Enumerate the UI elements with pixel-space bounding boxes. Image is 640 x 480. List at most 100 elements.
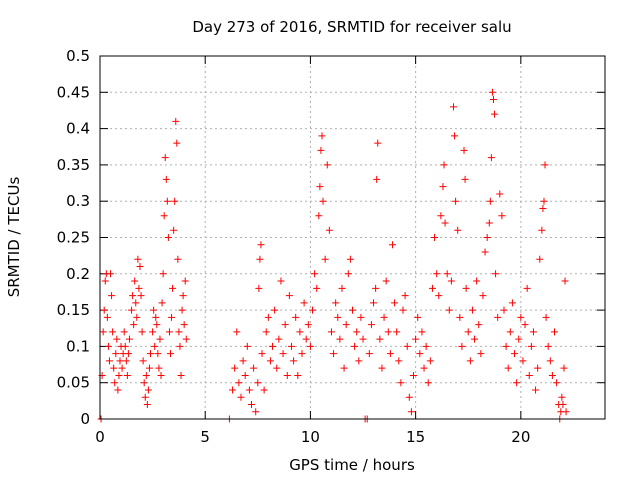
data-point bbox=[287, 342, 295, 350]
data-point bbox=[468, 306, 476, 314]
data-point bbox=[296, 328, 304, 336]
data-point bbox=[532, 386, 540, 394]
data-point bbox=[450, 103, 457, 111]
data-points bbox=[97, 88, 570, 423]
data-point bbox=[479, 292, 487, 300]
data-point bbox=[120, 328, 128, 336]
data-point bbox=[269, 342, 277, 350]
data-point bbox=[139, 357, 147, 365]
data-point bbox=[262, 328, 270, 336]
data-point bbox=[435, 292, 443, 300]
data-point bbox=[150, 306, 158, 314]
data-point bbox=[384, 328, 392, 336]
data-point bbox=[118, 364, 126, 372]
data-point bbox=[508, 299, 516, 307]
data-point bbox=[306, 342, 314, 350]
data-point bbox=[325, 226, 333, 234]
data-point bbox=[260, 386, 268, 394]
data-point bbox=[157, 371, 165, 379]
data-point bbox=[502, 342, 510, 350]
data-point bbox=[160, 212, 168, 220]
data-point bbox=[121, 342, 129, 350]
data-point bbox=[517, 313, 525, 321]
data-point bbox=[179, 292, 187, 300]
data-point bbox=[290, 357, 298, 365]
x-tick-label: 15 bbox=[406, 428, 425, 446]
data-point bbox=[177, 371, 185, 379]
data-point bbox=[175, 328, 183, 336]
tick-labels: 0 0.05 0.1 0.15 0.2 0.25 0.3 0.35 0.4 0.45 0.5 0 5 10… bbox=[57, 47, 531, 446]
data-point bbox=[161, 154, 169, 162]
data-point bbox=[156, 335, 164, 343]
data-point bbox=[100, 306, 108, 314]
data-point bbox=[252, 408, 260, 416]
data-point bbox=[443, 270, 451, 278]
data-point bbox=[447, 277, 455, 285]
data-point bbox=[285, 292, 293, 300]
data-point bbox=[319, 197, 327, 205]
data-point bbox=[254, 379, 262, 387]
data-point bbox=[311, 270, 319, 278]
data-point bbox=[168, 313, 176, 321]
y-tick-label: 0.1 bbox=[66, 337, 90, 355]
data-point bbox=[316, 183, 324, 191]
data-point bbox=[382, 277, 390, 285]
data-point bbox=[250, 364, 258, 372]
data-point bbox=[539, 204, 547, 212]
data-point bbox=[123, 371, 131, 379]
data-point bbox=[145, 364, 153, 372]
data-point bbox=[541, 161, 549, 169]
y-tick-label: 0.45 bbox=[57, 83, 90, 101]
data-point bbox=[357, 313, 365, 321]
data-point bbox=[428, 284, 436, 292]
data-point bbox=[116, 357, 124, 365]
data-point bbox=[456, 313, 464, 321]
data-point bbox=[125, 335, 133, 343]
data-point bbox=[546, 357, 554, 365]
data-point bbox=[131, 277, 139, 285]
data-point bbox=[182, 335, 190, 343]
data-point bbox=[122, 357, 130, 365]
data-point bbox=[414, 313, 422, 321]
data-point bbox=[313, 284, 321, 292]
data-point bbox=[158, 299, 166, 307]
data-point bbox=[108, 292, 116, 300]
data-point bbox=[153, 321, 161, 329]
data-point bbox=[340, 364, 348, 372]
data-point bbox=[165, 328, 173, 336]
data-point bbox=[431, 234, 439, 241]
data-point bbox=[544, 342, 552, 350]
data-point bbox=[176, 342, 184, 350]
data-point bbox=[298, 350, 306, 358]
y-tick-label: 0.3 bbox=[66, 192, 90, 210]
data-point bbox=[519, 357, 527, 365]
y-tick-label: 0.5 bbox=[66, 47, 90, 65]
data-point bbox=[506, 328, 514, 336]
data-point bbox=[105, 357, 113, 365]
data-point bbox=[281, 321, 289, 329]
data-point bbox=[491, 110, 499, 118]
data-point bbox=[294, 371, 302, 379]
data-point bbox=[437, 212, 445, 220]
y-tick-label: 0.15 bbox=[57, 301, 90, 319]
data-point bbox=[410, 371, 418, 379]
data-point bbox=[498, 212, 506, 220]
data-point bbox=[441, 219, 449, 227]
data-point bbox=[309, 306, 317, 314]
data-point bbox=[525, 371, 533, 379]
data-point bbox=[346, 255, 354, 263]
data-point bbox=[101, 277, 109, 285]
data-point bbox=[162, 175, 170, 183]
data-point bbox=[266, 357, 274, 365]
data-point bbox=[144, 386, 152, 394]
data-point bbox=[130, 321, 138, 329]
data-point bbox=[439, 183, 447, 191]
data-point bbox=[538, 226, 546, 234]
data-point bbox=[273, 364, 281, 372]
data-point bbox=[113, 335, 121, 343]
data-point bbox=[342, 321, 350, 329]
data-point bbox=[110, 364, 118, 372]
data-point bbox=[109, 328, 117, 336]
y-tick-label: 0.25 bbox=[57, 229, 90, 247]
data-point bbox=[399, 306, 407, 314]
